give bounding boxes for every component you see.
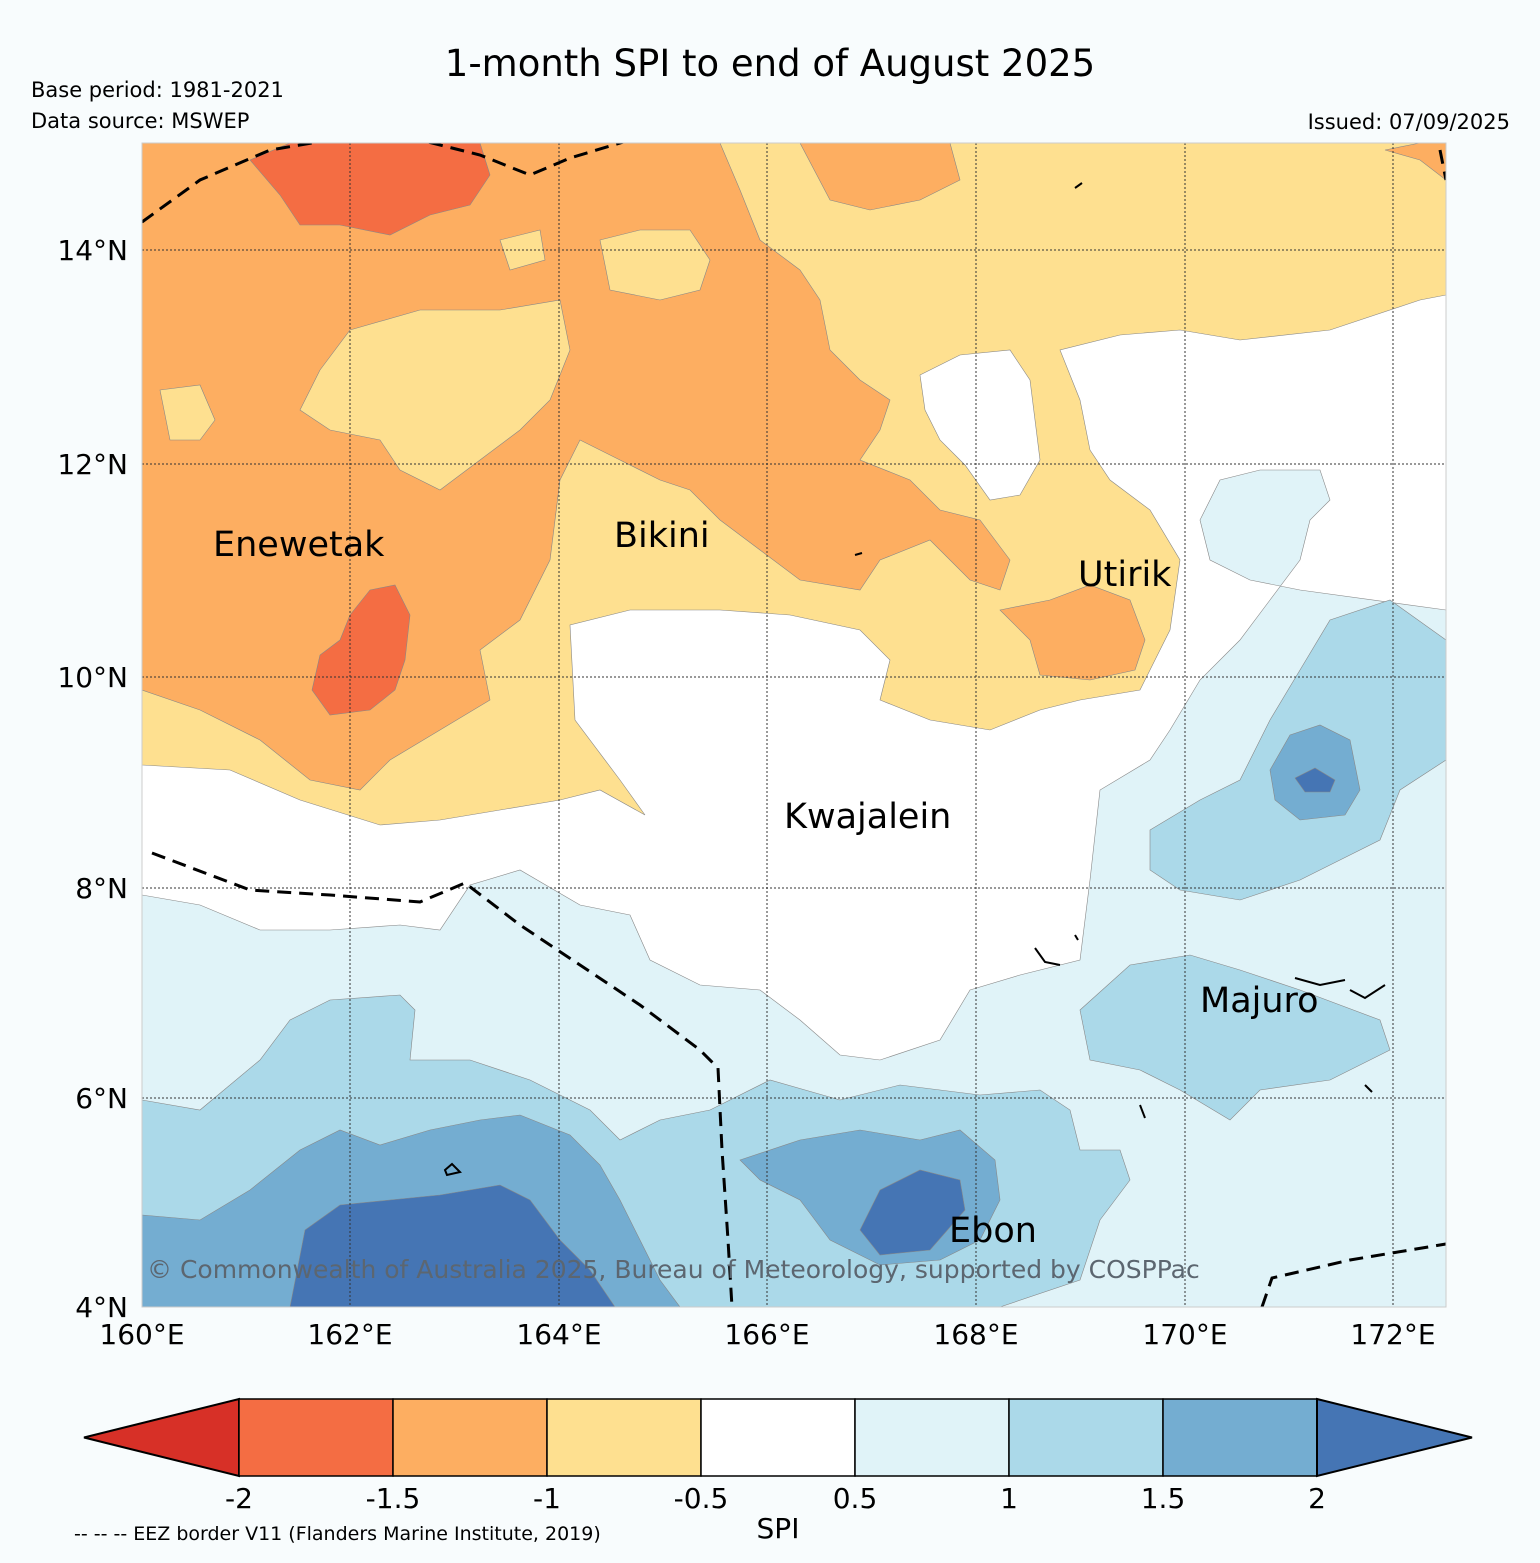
colorbar-tick: -1 [533, 1482, 561, 1515]
lon-label: 164°E [516, 1318, 601, 1351]
eez-border [142, 143, 1446, 1307]
lon-label: 170°E [1142, 1318, 1227, 1351]
colorbar-tick: 1.5 [1141, 1482, 1186, 1515]
colorbar-tick: -0.5 [674, 1482, 729, 1515]
lat-label: 6°N [75, 1082, 128, 1115]
colorbar-tick: -2 [225, 1482, 253, 1515]
place-labels: Enewetak Bikini Utirik Kwajalein Majuro … [213, 516, 1319, 1251]
colorbar-segment [392, 1398, 548, 1477]
place-kwajalein: Kwajalein [784, 797, 951, 837]
colorbar-segment [1162, 1398, 1318, 1477]
colorbar-ticks: -2 -1.5 -1 -0.5 0.5 1 1.5 2 [225, 1482, 1326, 1515]
place-enewetak: Enewetak [213, 525, 385, 565]
eez-note: -- -- -- EEZ border V11 (Flanders Marine… [74, 1523, 601, 1545]
spi-zone-near-normal [919, 349, 1041, 501]
data-source: Data source: MSWEP [31, 109, 250, 133]
colorbar-segment [700, 1398, 856, 1477]
lat-label: 12°N [57, 448, 128, 481]
spi-zone-above-2 [1294, 767, 1336, 793]
colorbar-tick: 1 [1000, 1482, 1018, 1515]
spi-zone-minus-1-to-minus-0-5 [599, 229, 711, 301]
place-utirik: Utirik [1078, 555, 1172, 595]
colorbar-segment [1008, 1398, 1164, 1477]
spi-zone-above-2 [859, 1169, 966, 1256]
lat-label: 14°N [57, 234, 128, 267]
spi-zone-above-2 [289, 1184, 616, 1307]
colorbar-tick: -1.5 [366, 1482, 421, 1515]
colorbar-label: SPI [757, 1512, 800, 1545]
spi-zone-1-to-1-5 [1079, 954, 1391, 1121]
colorbar-tick: 0.5 [833, 1482, 878, 1515]
colorbar-tick: 2 [1308, 1482, 1326, 1515]
map-frame [141, 142, 1447, 1308]
page-title: 1-month SPI to end of August 2025 [444, 42, 1096, 85]
base-period: Base period: 1981-2021 [31, 78, 284, 102]
colorbar-extend-high [1316, 1397, 1473, 1478]
colorbar-extend-low [83, 1397, 240, 1478]
longitude-labels: 160°E 162°E 164°E 166°E 168°E 170°E 172°… [99, 1318, 1435, 1351]
place-ebon: Ebon [949, 1211, 1037, 1251]
graticule [142, 143, 1446, 1307]
spi-zone-minus-2-to-minus-1-5 [249, 143, 491, 236]
lon-label: 160°E [99, 1318, 184, 1351]
colorbar-segment [238, 1398, 394, 1477]
lat-label: 4°N [75, 1291, 128, 1324]
spi-zone-minus-1-5-to-minus-1 [799, 143, 961, 211]
place-bikini: Bikini [614, 516, 710, 556]
colorbar [83, 1397, 1473, 1478]
lon-label: 162°E [307, 1318, 392, 1351]
spi-zone-minus-1-5-to-minus-1 [999, 584, 1146, 681]
lat-label: 10°N [57, 661, 128, 694]
lon-label: 166°E [724, 1318, 809, 1351]
lon-label: 168°E [933, 1318, 1018, 1351]
copyright-notice: © Commonwealth of Australia 2025, Bureau… [147, 1255, 1200, 1284]
spi-zone-minus-1-to-minus-0-5 [299, 299, 571, 491]
place-majuro: Majuro [1200, 981, 1319, 1021]
lat-label: 8°N [75, 872, 128, 905]
spi-zone-minus-1-to-minus-0-5 [159, 384, 216, 441]
issued-date: Issued: 07/09/2025 [1307, 110, 1510, 134]
atoll-coastlines [443, 182, 1386, 1177]
latitude-labels: 14°N 12°N 10°N 8°N 6°N 4°N [57, 234, 128, 1324]
spi-zone-minus-1-5-to-minus-1 [1384, 143, 1446, 181]
colorbar-segment [546, 1398, 702, 1477]
spi-field [142, 143, 1446, 1307]
lon-label: 172°E [1350, 1318, 1435, 1351]
spi-zone-minus-2-to-minus-1-5 [311, 584, 411, 716]
colorbar-segment [854, 1398, 1010, 1477]
